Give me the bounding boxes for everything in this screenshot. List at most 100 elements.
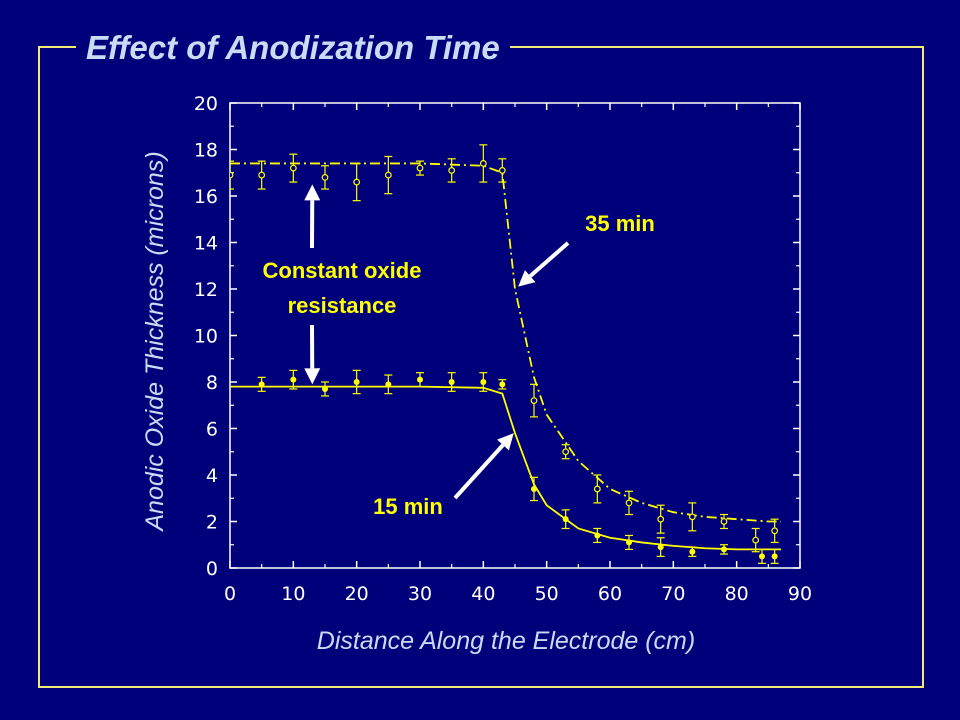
data-point-35-min: [770, 518, 779, 544]
annotation-35-min: 35 min: [585, 211, 655, 236]
fit-line-35-min: [230, 162, 781, 523]
y-tick-label: 8: [206, 372, 218, 394]
y-tick-label: 4: [206, 465, 218, 487]
x-axis-title: Distance Along the Electrode (cm): [317, 627, 695, 655]
marker-open: [530, 397, 538, 405]
arrow-shaft: [528, 241, 570, 278]
marker-filled: [689, 548, 696, 555]
marker-open: [258, 171, 266, 179]
data-point-15-min: [447, 372, 456, 392]
arrow-head: [304, 184, 321, 201]
x-tick-label: 90: [788, 583, 812, 605]
y-tick-label: 0: [206, 558, 218, 580]
plot-axes: 0 10 20 30 40 50 60 70 80 90 0 2 4 6 8 10 12 14 16 18 20: [194, 93, 812, 605]
marker-open: [230, 171, 234, 179]
data-point-35-min: [625, 490, 633, 516]
annotation-15-min: 15 min: [373, 494, 443, 519]
marker-filled: [721, 546, 727, 553]
data-point-35-min: [498, 158, 507, 183]
data-point-35-min: [530, 383, 538, 418]
marker-filled: [594, 532, 601, 539]
arrow-35-min: [518, 241, 570, 287]
marker-filled: [562, 516, 569, 523]
y-tick-label: 6: [206, 419, 218, 441]
marker-open: [720, 518, 728, 525]
arrow-head: [304, 368, 321, 385]
data-point-15-min: [593, 527, 602, 544]
arrow-head: [518, 270, 536, 287]
annotation-layer: 35 min 15 min Constant oxide resistance: [263, 184, 655, 519]
plot-frame: [229, 102, 801, 569]
data-point-35-min: [593, 474, 602, 504]
arrow-shaft: [453, 443, 505, 500]
data-point-35-min: [751, 527, 760, 553]
marker-filled: [759, 553, 765, 560]
marker-open: [448, 167, 456, 174]
y-tick-label: 20: [194, 93, 218, 115]
marker-open: [384, 171, 392, 179]
marker-open: [353, 178, 361, 186]
marker-filled: [499, 381, 506, 388]
data-point-35-min: [447, 158, 456, 183]
marker-filled: [417, 376, 423, 383]
data-point-35-min: [561, 444, 570, 460]
data-point-15-min: [688, 546, 697, 557]
y-tick-label: 2: [206, 512, 218, 534]
marker-filled: [258, 381, 265, 388]
data-point-15-min: [530, 476, 538, 502]
x-tick-label: 80: [725, 583, 749, 605]
marker-open: [771, 527, 779, 535]
x-tick-label: 40: [471, 583, 495, 605]
data-point-15-min: [321, 381, 329, 397]
data-point-15-min: [656, 537, 665, 557]
annotation-constant-oxide-line1: Constant oxide: [263, 258, 422, 283]
data-point-35-min: [384, 155, 393, 195]
x-tick-label: 10: [281, 583, 305, 605]
marker-open: [498, 167, 506, 174]
y-axis-title: Anodic Oxide Thickness (microns): [141, 151, 169, 532]
marker-filled: [626, 539, 632, 546]
data-point-15-min: [479, 372, 488, 392]
series-layer: [230, 144, 781, 564]
data-point-35-min: [416, 160, 424, 176]
y-tick-label: 12: [194, 279, 218, 301]
marker-filled: [448, 379, 455, 385]
marker-open: [479, 160, 487, 167]
data-point-35-min: [479, 144, 488, 183]
marker-filled: [353, 379, 360, 385]
y-tick-label: 14: [194, 233, 218, 255]
data-point-15-min: [498, 379, 507, 390]
fit-line-15-min: [230, 385, 781, 551]
data-point-15-min: [758, 548, 766, 564]
marker-open: [657, 515, 665, 523]
marker-open: [562, 448, 570, 456]
data-point-35-min: [321, 165, 329, 190]
marker-filled: [290, 376, 297, 383]
marker-filled: [480, 379, 487, 385]
marker-open: [289, 164, 297, 172]
marker-open: [688, 513, 696, 521]
y-tick-label: 18: [194, 140, 218, 162]
data-point-15-min: [352, 369, 361, 395]
marker-filled: [322, 385, 328, 392]
y-tick-label: 10: [194, 326, 218, 348]
data-point-35-min: [688, 502, 697, 532]
data-point-35-min: [257, 160, 266, 190]
x-tick-label: 70: [661, 583, 685, 605]
data-point-15-min: [561, 509, 570, 530]
data-point-15-min: [416, 372, 424, 388]
data-point-35-min: [289, 153, 298, 183]
arrow-15-min: [453, 433, 514, 500]
annotation-constant-oxide-line2: resistance: [288, 293, 397, 318]
data-point-15-min: [257, 376, 266, 392]
data-point-35-min: [720, 513, 728, 530]
data-point-35-min: [656, 504, 665, 534]
marker-open: [625, 499, 633, 507]
y-tick-label: 16: [194, 186, 218, 208]
x-tick-label: 30: [408, 583, 432, 605]
marker-open: [321, 173, 329, 181]
data-point-15-min: [289, 369, 298, 390]
marker-open: [593, 485, 601, 493]
